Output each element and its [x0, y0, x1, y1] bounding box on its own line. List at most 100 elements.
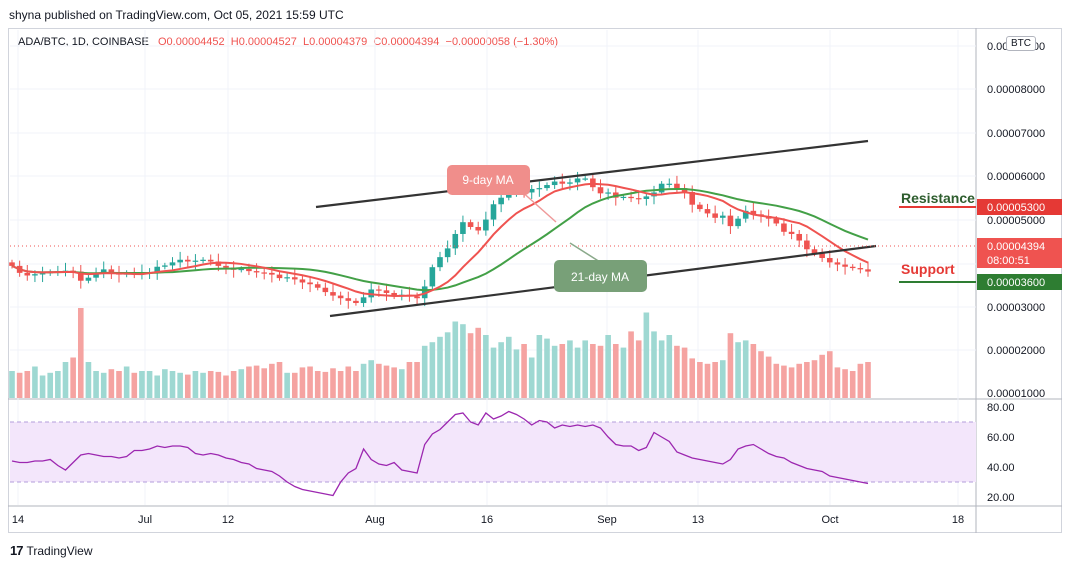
ma9-callout	[447, 165, 530, 195]
volume-bar	[215, 371, 222, 398]
y-tick-label: 0.00002000	[987, 345, 1045, 357]
volume-bar	[116, 371, 122, 398]
candle-body	[574, 178, 581, 183]
candle-body	[261, 272, 268, 274]
volume-bar	[276, 362, 283, 398]
candle-body	[337, 295, 344, 299]
candle-body	[658, 183, 665, 193]
candle-body	[483, 219, 489, 231]
candle-body	[536, 188, 543, 190]
volume-bar	[360, 363, 367, 398]
volume-bar	[483, 335, 489, 398]
volume-bar	[505, 336, 512, 398]
candle-body	[192, 260, 199, 262]
ma21-pointer	[569, 242, 601, 263]
volume-bar	[246, 366, 252, 398]
currency-badge[interactable]: BTC	[1006, 36, 1036, 51]
volume-bar	[307, 366, 313, 398]
volume-bar	[712, 362, 718, 398]
symbol-legend[interactable]: ADA/BTC, 1D, COINBASE O0.00004452 H0.000…	[18, 36, 558, 48]
candle-body	[842, 264, 848, 267]
candle-body	[93, 272, 99, 278]
candle-body	[567, 182, 573, 184]
candle-body	[391, 292, 397, 297]
candle-body	[330, 292, 336, 296]
volume-bar	[834, 367, 841, 398]
volume-bar	[368, 360, 375, 398]
upper-trendline	[315, 139, 869, 209]
y-tick-label: 0.00005000	[987, 215, 1045, 227]
candle-body	[429, 267, 436, 287]
candle-body	[666, 183, 673, 185]
volume-bar	[16, 372, 23, 398]
candle-body	[697, 204, 703, 210]
volume-bar	[842, 369, 848, 398]
candle-body	[605, 192, 611, 194]
volume-bar	[139, 371, 145, 398]
volume-bar	[253, 365, 260, 398]
volume-bar	[605, 335, 611, 398]
volume-bar	[781, 365, 787, 398]
volume-bar	[62, 362, 69, 398]
volume-bar	[230, 371, 237, 398]
symbol-label[interactable]: ADA/BTC, 1D, COINBASE	[18, 36, 149, 48]
volume-bar	[55, 371, 61, 398]
candle-body	[834, 262, 841, 265]
candle-body	[773, 218, 780, 224]
y-tick-label: 0.00001000	[987, 388, 1045, 400]
x-tick-label: 12	[222, 514, 234, 526]
candle-body	[788, 231, 795, 234]
volume-bar	[299, 367, 306, 398]
volume-bar	[32, 366, 38, 398]
candle-body	[383, 290, 390, 293]
candle-body	[582, 178, 589, 180]
candle-body	[460, 222, 466, 234]
volume-bar	[314, 371, 321, 398]
candle-body	[819, 253, 825, 259]
volume-bar	[704, 363, 711, 398]
candle-body	[467, 222, 474, 227]
x-tick-label: 13	[692, 514, 704, 526]
rsi-tick-label: 40.00	[987, 462, 1015, 474]
volume-bar	[574, 347, 581, 398]
candle-body	[597, 187, 604, 194]
rsi-tick-label: 20.00	[987, 492, 1015, 504]
candle-body	[689, 192, 696, 205]
candle-body	[299, 279, 306, 283]
candle-body	[376, 289, 382, 291]
volume-bar	[804, 362, 810, 398]
candle-body	[269, 272, 275, 275]
candle-body	[505, 192, 512, 198]
volume-bar	[414, 362, 420, 398]
volume-bar	[406, 362, 413, 398]
support-price-label: 0.00003600	[987, 277, 1045, 289]
volume-bar	[826, 351, 833, 398]
volume-bar	[162, 369, 168, 398]
volume-bar	[100, 372, 107, 398]
candle-body	[796, 233, 803, 241]
x-tick-label: 18	[952, 514, 964, 526]
volume-bar	[788, 367, 795, 398]
volume-bar	[154, 375, 161, 398]
volume-bar	[857, 363, 864, 398]
candle-body	[414, 296, 420, 299]
candle-body	[528, 188, 535, 193]
candle-body	[238, 268, 245, 271]
volume-bar	[735, 342, 741, 398]
candle-body	[253, 271, 260, 273]
rsi-line	[11, 410, 869, 497]
support-label: Support	[901, 261, 955, 277]
candle-body	[177, 259, 183, 263]
candle-body	[551, 181, 558, 186]
volume-bar	[444, 332, 451, 398]
volume-bar	[24, 371, 31, 398]
candle-body	[559, 181, 566, 184]
volume-bar	[9, 371, 15, 398]
rsi-band	[10, 422, 976, 482]
volume-bar	[551, 345, 558, 398]
volume-bar	[429, 342, 436, 398]
candle-body	[620, 196, 627, 199]
volume-bar	[597, 345, 604, 398]
